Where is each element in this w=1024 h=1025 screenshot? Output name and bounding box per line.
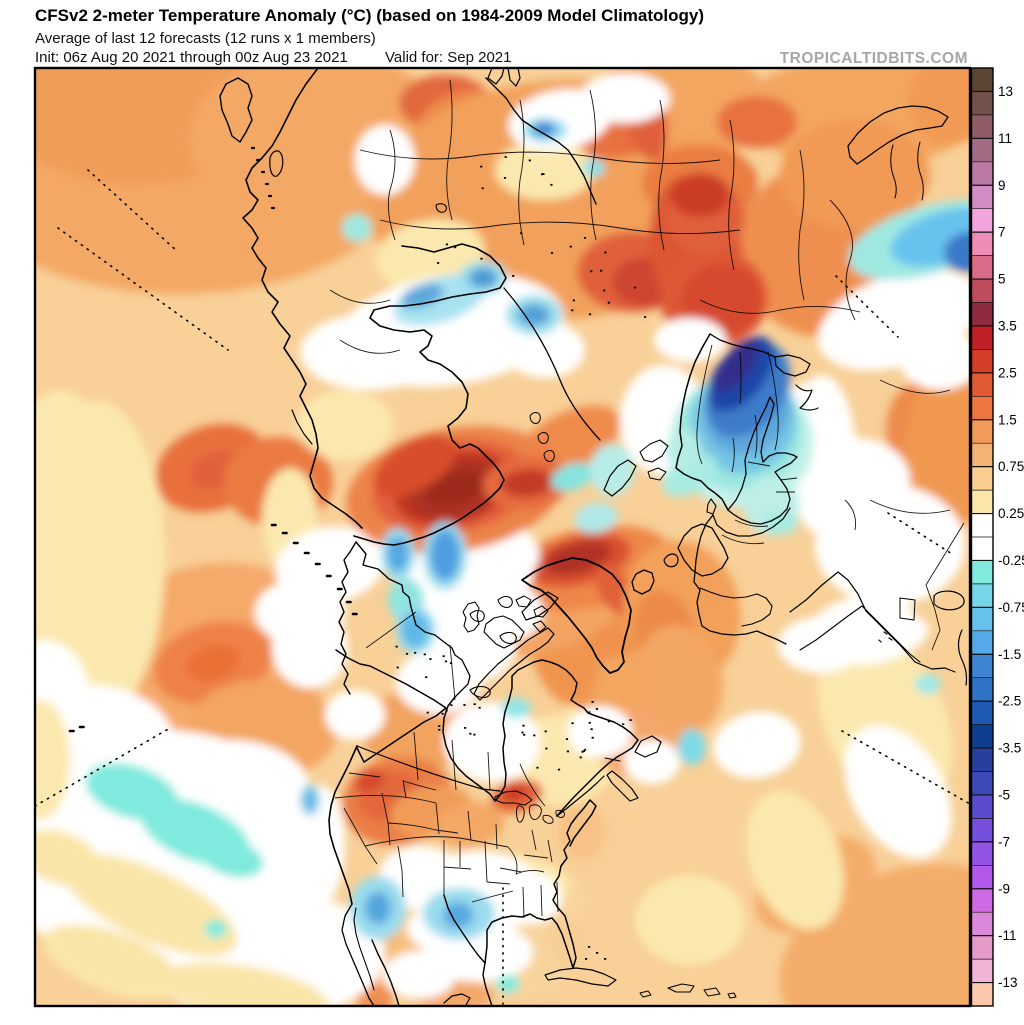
svg-text:-3.5: -3.5 — [998, 741, 1021, 756]
svg-text:0.75: 0.75 — [998, 459, 1024, 474]
svg-text:9: 9 — [998, 178, 1006, 193]
svg-text:Average of last 12 forecasts (: Average of last 12 forecasts (12 runs x … — [35, 30, 376, 47]
svg-text:-1.5: -1.5 — [998, 647, 1021, 662]
svg-text:CFSv2 2-meter Temperature Anom: CFSv2 2-meter Temperature Anomaly (°C) (… — [35, 6, 704, 25]
svg-text:1.5: 1.5 — [998, 412, 1017, 427]
svg-text:-11: -11 — [998, 928, 1017, 943]
svg-text:2.5: 2.5 — [998, 365, 1017, 380]
svg-text:-7: -7 — [998, 834, 1010, 849]
svg-text:-13: -13 — [998, 975, 1018, 990]
svg-text:0.25: 0.25 — [998, 506, 1024, 521]
svg-text:-2.5: -2.5 — [998, 694, 1021, 709]
svg-text:Init: 06z Aug 20 2021 through: Init: 06z Aug 20 2021 through 00z Aug 23… — [35, 49, 348, 66]
svg-text:-0.75: -0.75 — [998, 600, 1024, 615]
svg-text:TROPICALTIDBITS.COM: TROPICALTIDBITS.COM — [780, 50, 968, 67]
svg-text:Valid for: Sep 2021: Valid for: Sep 2021 — [385, 49, 511, 66]
svg-text:-9: -9 — [998, 881, 1010, 896]
svg-text:13: 13 — [998, 84, 1013, 99]
svg-text:-0.25: -0.25 — [998, 553, 1024, 568]
svg-text:11: 11 — [998, 131, 1012, 146]
svg-text:-5: -5 — [998, 787, 1010, 802]
svg-text:7: 7 — [998, 225, 1006, 240]
svg-text:5: 5 — [998, 272, 1006, 287]
svg-text:3.5: 3.5 — [998, 318, 1017, 333]
